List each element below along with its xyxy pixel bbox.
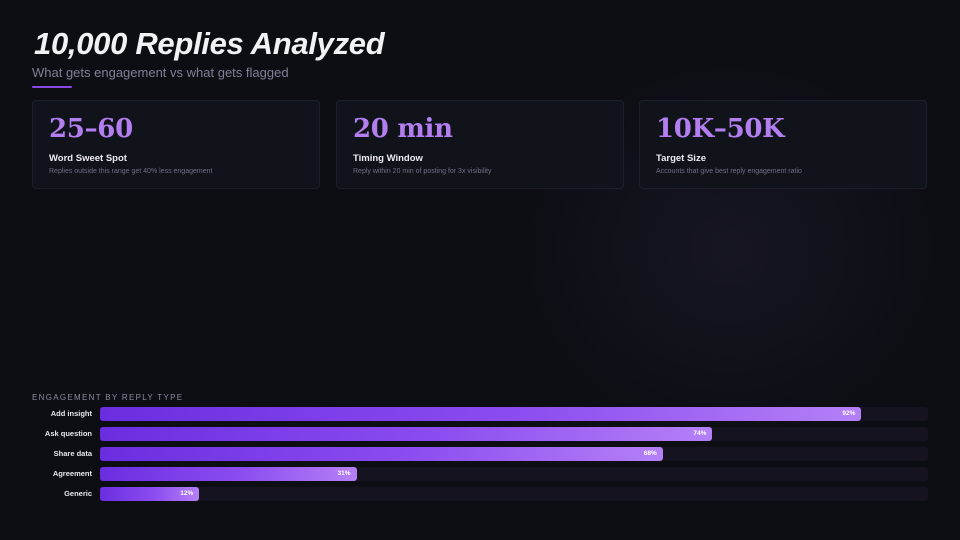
bar-value-label: 74%	[693, 430, 707, 437]
bar-row: Add insight 92%	[32, 407, 928, 421]
bar-row: Agreement 31%	[32, 467, 928, 481]
bar-track: 12%	[100, 487, 928, 501]
stat-description: Accounts that give best reply engagement…	[656, 168, 802, 175]
bar-row: Ask question 74%	[32, 427, 928, 441]
bar: 92%	[100, 407, 862, 421]
engagement-bar-chart: Add insight 92% Ask question 74% Share data 6…	[32, 407, 928, 507]
title-accent-divider	[32, 86, 72, 88]
bar: 31%	[100, 467, 357, 481]
bar-track: 68%	[100, 447, 928, 461]
bar-track: 74%	[100, 427, 928, 441]
stat-value: 20 min	[353, 114, 453, 144]
bar-category-label: Add insight	[50, 409, 92, 418]
bar-category-label: Generic	[64, 489, 92, 498]
bar-row: Generic 12%	[32, 487, 928, 501]
bar: 68%	[100, 447, 663, 461]
stat-card-timing-window: 20 min Timing Window Reply within 20 min…	[336, 100, 624, 189]
page-title: 10,000 Replies Analyzed	[34, 26, 385, 61]
bar-value-label: 68%	[643, 450, 657, 457]
chart-title: ENGAGEMENT BY REPLY TYPE	[32, 393, 184, 402]
bar-track: 92%	[100, 407, 928, 421]
bar-value-label: 92%	[842, 410, 856, 417]
bar-category-label: Agreement	[52, 469, 92, 478]
bar: 74%	[100, 427, 713, 441]
bar: 12%	[100, 487, 200, 501]
stat-label: Target Size	[656, 153, 706, 164]
bar-category-label: Ask question	[44, 429, 92, 438]
stat-card-word-sweet-spot: 25–60 Word Sweet Spot Replies outside th…	[32, 100, 320, 189]
stat-cards: 25–60 Word Sweet Spot Replies outside th…	[32, 100, 928, 191]
stat-value: 25–60	[49, 114, 133, 144]
bar-track: 31%	[100, 467, 928, 481]
page-subtitle: What gets engagement vs what gets flagge…	[32, 65, 289, 80]
stat-card-target-size: 10K–50K Target Size Accounts that give b…	[639, 100, 927, 189]
stat-description: Replies outside this range get 40% less …	[49, 168, 213, 175]
stat-description: Reply within 20 min of posting for 3x vi…	[353, 168, 492, 175]
stat-label: Word Sweet Spot	[49, 153, 127, 164]
bar-value-label: 12%	[180, 490, 194, 497]
bar-category-label: Share data	[53, 449, 92, 458]
bar-value-label: 31%	[337, 470, 351, 477]
bar-row: Share data 68%	[32, 447, 928, 461]
stat-label: Timing Window	[353, 153, 423, 164]
stat-value: 10K–50K	[656, 114, 785, 144]
